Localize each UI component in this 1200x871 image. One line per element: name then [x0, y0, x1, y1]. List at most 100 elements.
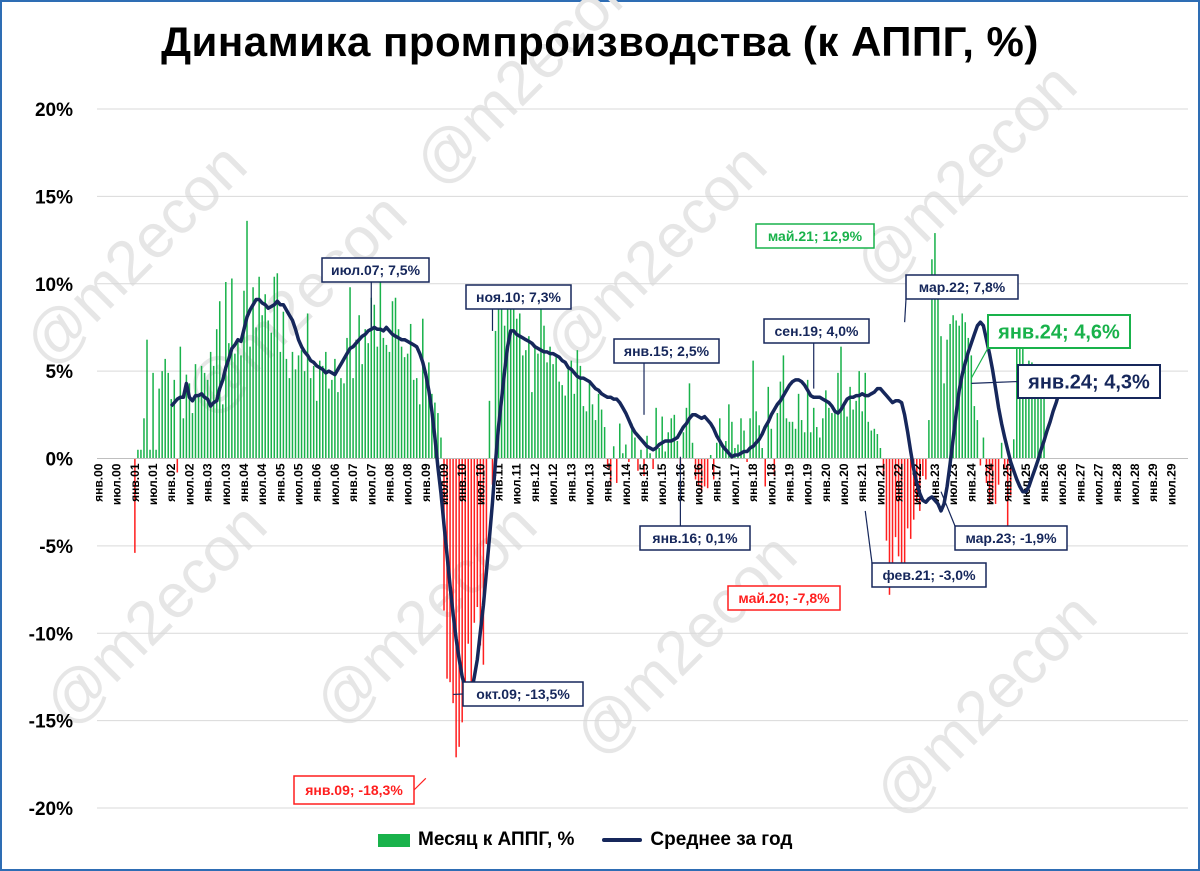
- bar: [1034, 388, 1036, 459]
- bar: [603, 427, 606, 459]
- annotation-box: [871, 562, 987, 588]
- bar: [667, 432, 670, 459]
- bar: [991, 458, 994, 501]
- bar: [803, 432, 806, 459]
- bar: [652, 458, 654, 469]
- x-tick-label: июл.00: [110, 463, 124, 505]
- bar: [403, 357, 406, 459]
- bar: [200, 365, 203, 459]
- bar: [982, 437, 985, 459]
- bar: [282, 311, 285, 459]
- bar: [1000, 442, 1003, 459]
- bar: [500, 301, 503, 459]
- x-tick-label: янв.21: [855, 463, 869, 502]
- bar: [970, 355, 973, 459]
- x-tick-label: июл.26: [1055, 463, 1069, 505]
- bar: [261, 315, 263, 459]
- bar: [955, 320, 957, 459]
- annotation-label: ноя.10; 7,3%: [476, 289, 561, 305]
- y-tick-label: -10%: [29, 624, 73, 645]
- annotation-box: [639, 525, 751, 551]
- bar: [867, 421, 870, 459]
- bar: [849, 386, 851, 459]
- bar: [709, 455, 712, 459]
- bar: [364, 329, 366, 459]
- bar: [973, 406, 976, 459]
- bar: [852, 409, 854, 459]
- bar: [528, 336, 530, 459]
- bar: [297, 355, 300, 459]
- bar: [406, 353, 409, 459]
- annotation-label: янв.24; 4,6%: [997, 322, 1120, 344]
- annotation-label: мар.23; -1,9%: [965, 530, 1057, 546]
- bar: [473, 458, 476, 623]
- x-tick-label: янв.17: [710, 463, 724, 502]
- annotation-label: янв.24; 4,3%: [1027, 372, 1150, 394]
- x-tick-label: июл.19: [801, 463, 815, 505]
- bar: [428, 362, 430, 459]
- x-tick-label: июл.01: [146, 463, 160, 505]
- bar: [479, 458, 482, 646]
- bar: [600, 409, 603, 459]
- x-tick-label: янв.14: [601, 463, 615, 502]
- bar: [537, 353, 539, 459]
- bar: [334, 358, 336, 459]
- x-tick-label: янв.29: [1146, 463, 1160, 502]
- bar: [952, 315, 954, 459]
- bar: [788, 421, 791, 459]
- bar: [385, 344, 388, 459]
- bar: [482, 458, 485, 665]
- x-tick-label: июл.14: [619, 463, 633, 505]
- bar: [922, 458, 924, 476]
- bar: [655, 407, 657, 459]
- bar: [831, 413, 833, 459]
- x-tick-label: июл.07: [364, 463, 378, 505]
- bar: [858, 371, 860, 459]
- bar: [279, 351, 282, 459]
- bar: [615, 458, 618, 483]
- x-tick-label: янв.27: [1073, 463, 1087, 502]
- bar: [934, 233, 936, 459]
- bar: [264, 294, 266, 459]
- bar: [764, 458, 766, 487]
- bar: [909, 458, 912, 539]
- bar: [555, 357, 557, 459]
- bar: [503, 325, 506, 459]
- bar: [470, 458, 473, 697]
- bar: [515, 318, 518, 459]
- x-tick-label: июл.16: [692, 463, 706, 505]
- x-tick-label: июл.20: [837, 463, 851, 505]
- bar: [628, 458, 630, 462]
- x-tick-label: янв.15: [637, 463, 651, 502]
- bar: [458, 458, 460, 747]
- annotation-leader: [413, 777, 427, 791]
- y-tick-label: -15%: [29, 712, 73, 733]
- bar: [1037, 365, 1039, 459]
- bar: [258, 276, 260, 459]
- bar: [588, 383, 591, 459]
- bar: [276, 273, 279, 459]
- bar: [164, 358, 166, 459]
- bar: [582, 406, 585, 459]
- annotation-box: [293, 775, 415, 805]
- bar: [155, 449, 157, 459]
- bar: [306, 313, 309, 459]
- bar: [931, 259, 933, 459]
- bar: [619, 423, 621, 459]
- x-tick-label: янв.13: [564, 463, 578, 502]
- bar: [400, 346, 403, 459]
- bar: [567, 367, 570, 459]
- x-tick-label: июл.27: [1092, 463, 1106, 505]
- bar: [776, 413, 779, 459]
- bar: [697, 458, 700, 487]
- bar: [440, 437, 442, 459]
- bar: [388, 351, 391, 459]
- bar: [312, 365, 315, 459]
- bar: [919, 458, 921, 511]
- bar: [343, 383, 345, 459]
- bar: [252, 287, 254, 459]
- x-tick-label: янв.03: [201, 463, 215, 502]
- bar: [743, 430, 745, 459]
- bar: [594, 420, 597, 459]
